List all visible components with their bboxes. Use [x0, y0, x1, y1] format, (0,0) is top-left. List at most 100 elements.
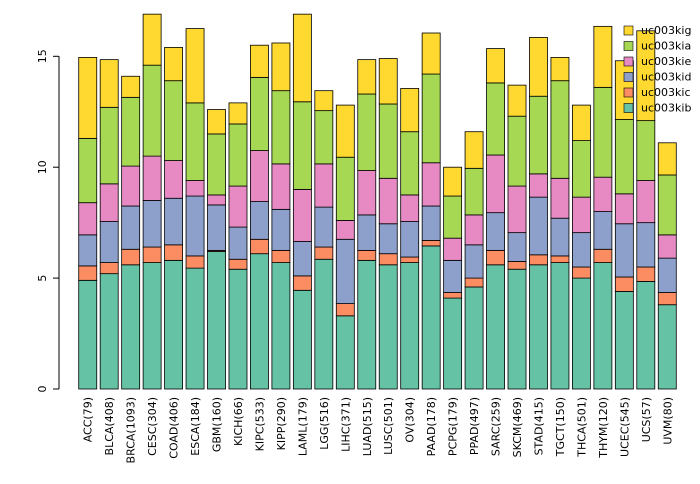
bar-segment-uc003kid	[357, 214, 377, 251]
x-tick-label: ESCA(184)	[189, 397, 202, 456]
bar-segment-uc003kig	[99, 59, 119, 108]
bar-segment-uc003kib	[335, 315, 355, 390]
bar-segment-uc003kig	[207, 109, 226, 135]
bar-segment-uc003kig	[593, 25, 613, 88]
bar-segment-uc003kid	[593, 211, 613, 250]
bar-segment-uc003kie	[550, 177, 570, 219]
x-tick-label: STAD(415)	[532, 397, 545, 455]
bar-segment-uc003kic	[550, 255, 570, 263]
bar-segment-uc003kic	[614, 276, 634, 292]
bar-segment-uc003kig	[550, 57, 570, 82]
bar-segment-uc003kie	[357, 170, 377, 216]
bar-segment-uc003kie	[99, 183, 119, 222]
bar-segment-uc003kid	[550, 217, 570, 257]
bar-segment-uc003kig	[357, 59, 377, 95]
bar-segment-uc003kig	[486, 48, 505, 84]
bar-segment-uc003kig	[78, 57, 98, 139]
bar-segment-uc003kid	[121, 205, 141, 250]
bar-segment-uc003kia	[207, 133, 226, 196]
bar-segment-uc003kid	[400, 221, 420, 258]
x-tick-label: LAML(179)	[296, 397, 309, 456]
bar-segment-uc003kia	[142, 64, 162, 157]
legend-swatch-uc003kic	[623, 87, 634, 98]
bar-segment-uc003kib	[443, 297, 463, 390]
x-tick-label: ACC(79)	[82, 397, 95, 442]
bar-segment-uc003kib	[142, 262, 162, 390]
bar-segment-uc003kig	[228, 102, 248, 125]
bar-segment-uc003kie	[185, 180, 205, 197]
bar-segment-uc003kic	[78, 265, 98, 281]
legend-label-uc003kic: uc003kic	[641, 86, 691, 99]
bar-segment-uc003kid	[78, 234, 98, 267]
bar-segment-uc003kig	[164, 47, 184, 82]
bar-segment-uc003kib	[507, 268, 527, 390]
x-tick-label: PCPG(179)	[447, 397, 460, 456]
bar-segment-uc003kie	[78, 202, 98, 236]
x-tick-label: UCS(57)	[640, 397, 653, 442]
bar-segment-uc003kib	[572, 277, 591, 390]
x-tick-label: THYM(120)	[597, 397, 610, 459]
legend-swatch-uc003kia	[623, 41, 634, 51]
bar-segment-uc003kib	[529, 264, 548, 390]
bar-segment-uc003kig	[636, 30, 656, 122]
bar-segment-uc003kib	[593, 262, 613, 390]
bar-segment-uc003kie	[271, 163, 291, 210]
legend-swatch-uc003kid	[623, 72, 634, 82]
bar-segment-uc003kic	[593, 248, 613, 263]
bar-segment-uc003kib	[657, 304, 677, 390]
bar-segment-uc003kig	[507, 84, 527, 117]
x-tick-label: BRCA(1093)	[125, 397, 138, 463]
bar-segment-uc003kic	[292, 275, 312, 291]
bar-segment-uc003kib	[99, 273, 119, 390]
bar-segment-uc003kid	[614, 223, 634, 278]
bar-segment-uc003kib	[250, 253, 269, 390]
bar-segment-uc003kie	[657, 234, 677, 259]
x-tick-label: PAAD(178)	[425, 397, 438, 456]
bar-layer	[78, 13, 677, 390]
bar-segment-uc003kig	[572, 104, 591, 141]
bar-segment-uc003kid	[164, 197, 184, 246]
legend-label-uc003kie: uc003kie	[641, 55, 691, 68]
bar-segment-uc003kib	[486, 264, 505, 390]
bar-segment-uc003kic	[529, 254, 548, 266]
bar-segment-uc003kig	[443, 166, 463, 197]
x-tick-label: BLCA(408)	[103, 397, 116, 455]
bar-segment-uc003kia	[250, 76, 269, 151]
bar-segment-uc003kie	[614, 193, 634, 225]
bar-segment-uc003kid	[207, 204, 226, 251]
bar-segment-uc003kib	[314, 258, 334, 390]
bar-segment-uc003kic	[99, 262, 119, 275]
bar-segment-uc003kia	[550, 80, 570, 179]
bar-segment-uc003kia	[78, 137, 98, 204]
bar-segment-uc003kib	[164, 259, 184, 390]
bar-segment-uc003kia	[357, 93, 377, 171]
x-tick-label: SKCM(469)	[511, 397, 524, 457]
legend-swatch-uc003kib	[623, 103, 634, 113]
bar-segment-uc003kig	[121, 75, 141, 98]
bar-segment-uc003kid	[507, 232, 527, 262]
bar-segment-uc003kie	[464, 214, 484, 246]
bar-segment-uc003kig	[250, 44, 269, 78]
bar-segment-uc003kib	[400, 262, 420, 390]
bar-segment-uc003kia	[314, 110, 334, 165]
bar-segment-uc003kie	[164, 160, 184, 199]
bar-segment-uc003kie	[378, 177, 398, 225]
bar-segment-uc003kia	[657, 174, 677, 236]
bar-segment-uc003kic	[378, 253, 398, 266]
bar-segment-uc003kid	[421, 205, 441, 241]
bar-segment-uc003kig	[657, 142, 677, 176]
bar-segment-uc003kid	[228, 226, 248, 260]
x-tick-label: LGG(516)	[318, 397, 331, 450]
x-tick-label: SARC(259)	[490, 397, 503, 456]
bar-segment-uc003kia	[507, 115, 527, 187]
bar-segment-uc003kia	[400, 131, 420, 196]
bar-segment-uc003kic	[228, 258, 248, 270]
legend-label-uc003kig: uc003kig	[641, 24, 691, 37]
bar-segment-uc003kie	[250, 150, 269, 202]
bar-segment-uc003kic	[314, 246, 334, 260]
bar-segment-uc003kie	[529, 173, 548, 198]
bar-segment-uc003kib	[121, 264, 141, 390]
bar-segment-uc003kib	[357, 259, 377, 390]
bar-segment-uc003kid	[335, 238, 355, 304]
